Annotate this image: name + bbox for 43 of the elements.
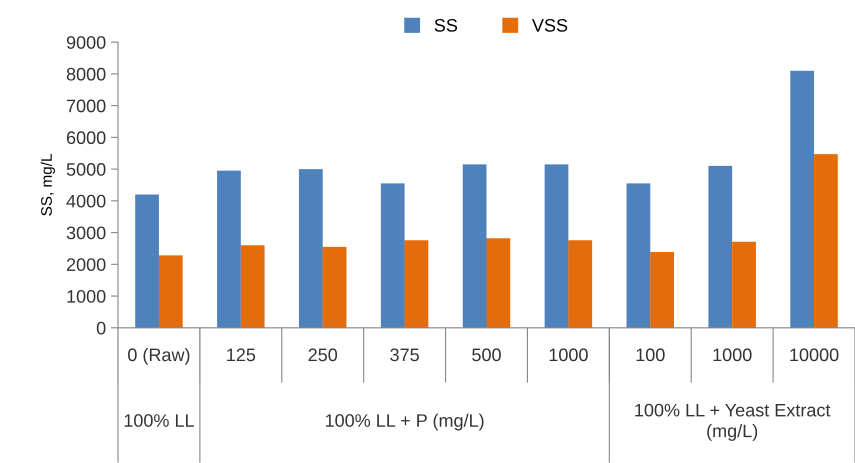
y-axis-title: SS, mg/L xyxy=(40,154,55,216)
x-tick-label: 500 xyxy=(472,348,501,362)
bar xyxy=(814,154,838,328)
bar xyxy=(240,245,265,328)
x-tick-label: 250 xyxy=(308,348,338,362)
legend-label: SS xyxy=(434,18,458,32)
x-tick-label: 100 xyxy=(636,348,665,362)
legend-label: VSS xyxy=(532,18,568,32)
bar xyxy=(544,164,568,328)
y-tick-label: 0 xyxy=(96,322,106,335)
x-tick-label: 1000 xyxy=(713,348,752,362)
x-tick-label: 375 xyxy=(390,348,419,362)
bar xyxy=(380,183,405,328)
bar xyxy=(626,183,650,328)
bar xyxy=(650,252,674,328)
bar xyxy=(732,242,756,328)
text: 100% LL xyxy=(124,414,194,427)
y-tick-label: 8000 xyxy=(66,68,106,81)
y-tick-label: 6000 xyxy=(66,131,106,144)
bar xyxy=(568,240,592,328)
bar xyxy=(217,170,241,328)
y-tick-label: 7000 xyxy=(66,100,106,112)
x-tick-label: 10000 xyxy=(790,348,838,362)
x-tick-label: 0 (Raw) xyxy=(128,348,190,365)
bar xyxy=(158,255,183,328)
x-tick-label: 125 xyxy=(227,348,256,362)
bar xyxy=(404,240,428,328)
y-tick-label: 9000 xyxy=(66,36,106,49)
y-tick-label: 2000 xyxy=(66,258,106,272)
bar xyxy=(298,169,323,328)
y-tick-label: 5000 xyxy=(66,163,106,176)
bar xyxy=(135,194,159,328)
bar xyxy=(322,246,346,328)
y-tick-label: 1000 xyxy=(67,290,106,303)
text: 100% LL + P (mg/L) xyxy=(326,414,484,430)
bar xyxy=(486,238,510,328)
bar xyxy=(462,164,486,328)
bar xyxy=(708,166,732,328)
y-tick-label: 3000 xyxy=(66,226,106,240)
text: 100% LL + Yeast Extract (mg/L) xyxy=(635,404,830,441)
x-tick-label: 1000 xyxy=(550,348,588,362)
bar xyxy=(790,70,814,328)
y-tick-label: 4000 xyxy=(66,194,106,208)
